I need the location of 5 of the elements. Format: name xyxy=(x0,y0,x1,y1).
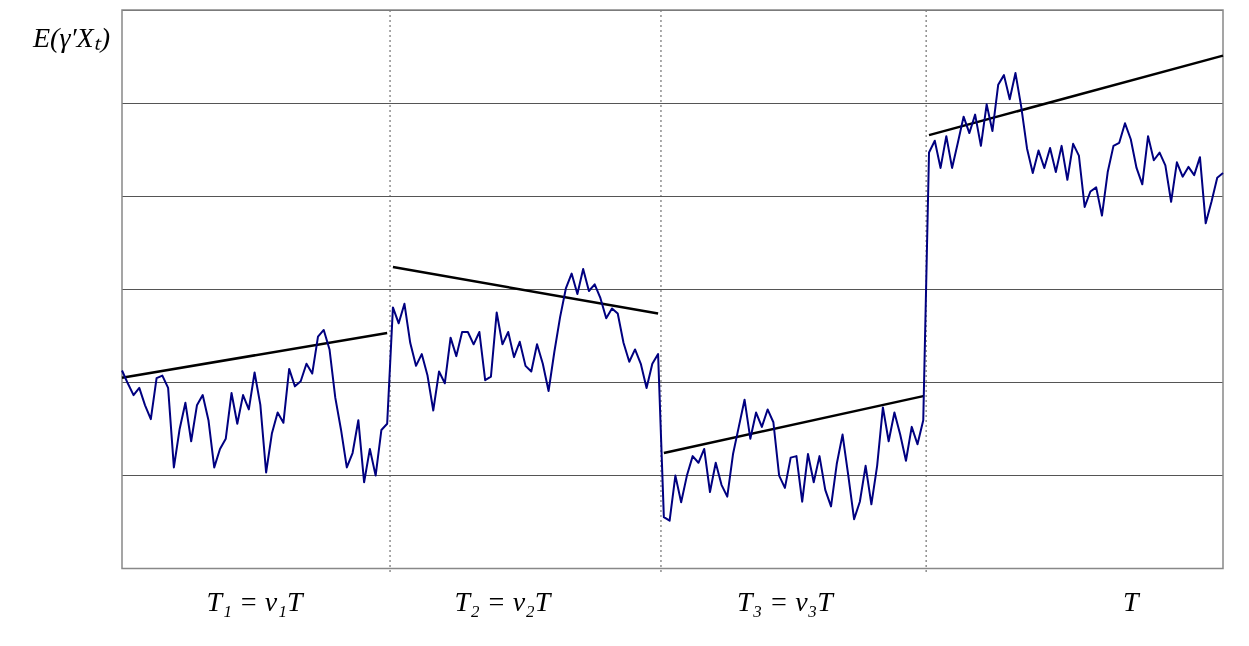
x-tick-label: T₂ = ν₂T xyxy=(454,585,553,617)
x-tick-label: T₁ = ν₁T xyxy=(206,585,305,617)
x-tick-label: T₃ = ν₃T xyxy=(736,585,836,617)
y-axis-title: E(γ′Xₜ) xyxy=(31,22,110,54)
x-tick-label: T xyxy=(1122,585,1141,617)
